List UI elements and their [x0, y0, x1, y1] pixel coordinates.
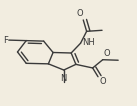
- Text: O: O: [77, 9, 83, 18]
- Text: O: O: [103, 49, 110, 58]
- Text: O: O: [99, 77, 106, 86]
- Text: N: N: [61, 74, 67, 83]
- Text: F: F: [3, 36, 8, 45]
- Text: NH: NH: [83, 38, 95, 47]
